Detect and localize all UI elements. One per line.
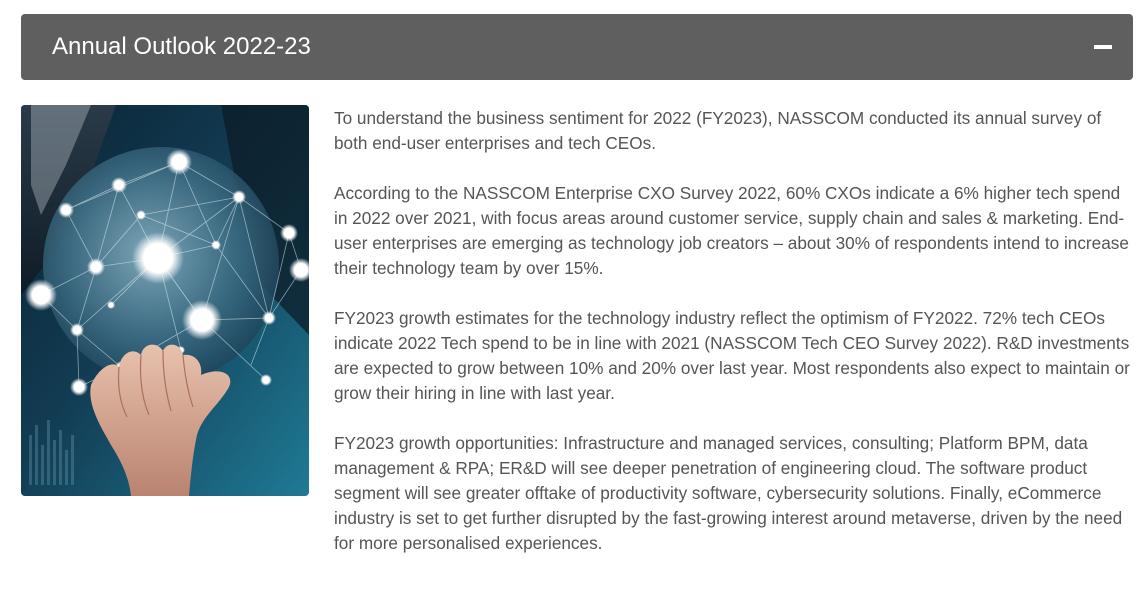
- paragraph: To understand the business sentiment for…: [334, 108, 1102, 153]
- article-body: To understand the business sentiment for…: [334, 106, 1132, 581]
- hand-holding-globe-icon: [21, 105, 309, 496]
- minus-icon[interactable]: [1094, 38, 1112, 56]
- accordion-header[interactable]: Annual Outlook 2022-23: [21, 14, 1133, 80]
- paragraph: FY2023 growth estimates for the technolo…: [334, 308, 1130, 403]
- hero-image: [21, 105, 309, 496]
- minus-bar: [1094, 45, 1112, 49]
- paragraph: According to the NASSCOM Enterprise CXO …: [334, 183, 1129, 278]
- section-title: Annual Outlook 2022-23: [52, 33, 311, 60]
- paragraph: FY2023 growth opportunities: Infrastruct…: [334, 433, 1123, 553]
